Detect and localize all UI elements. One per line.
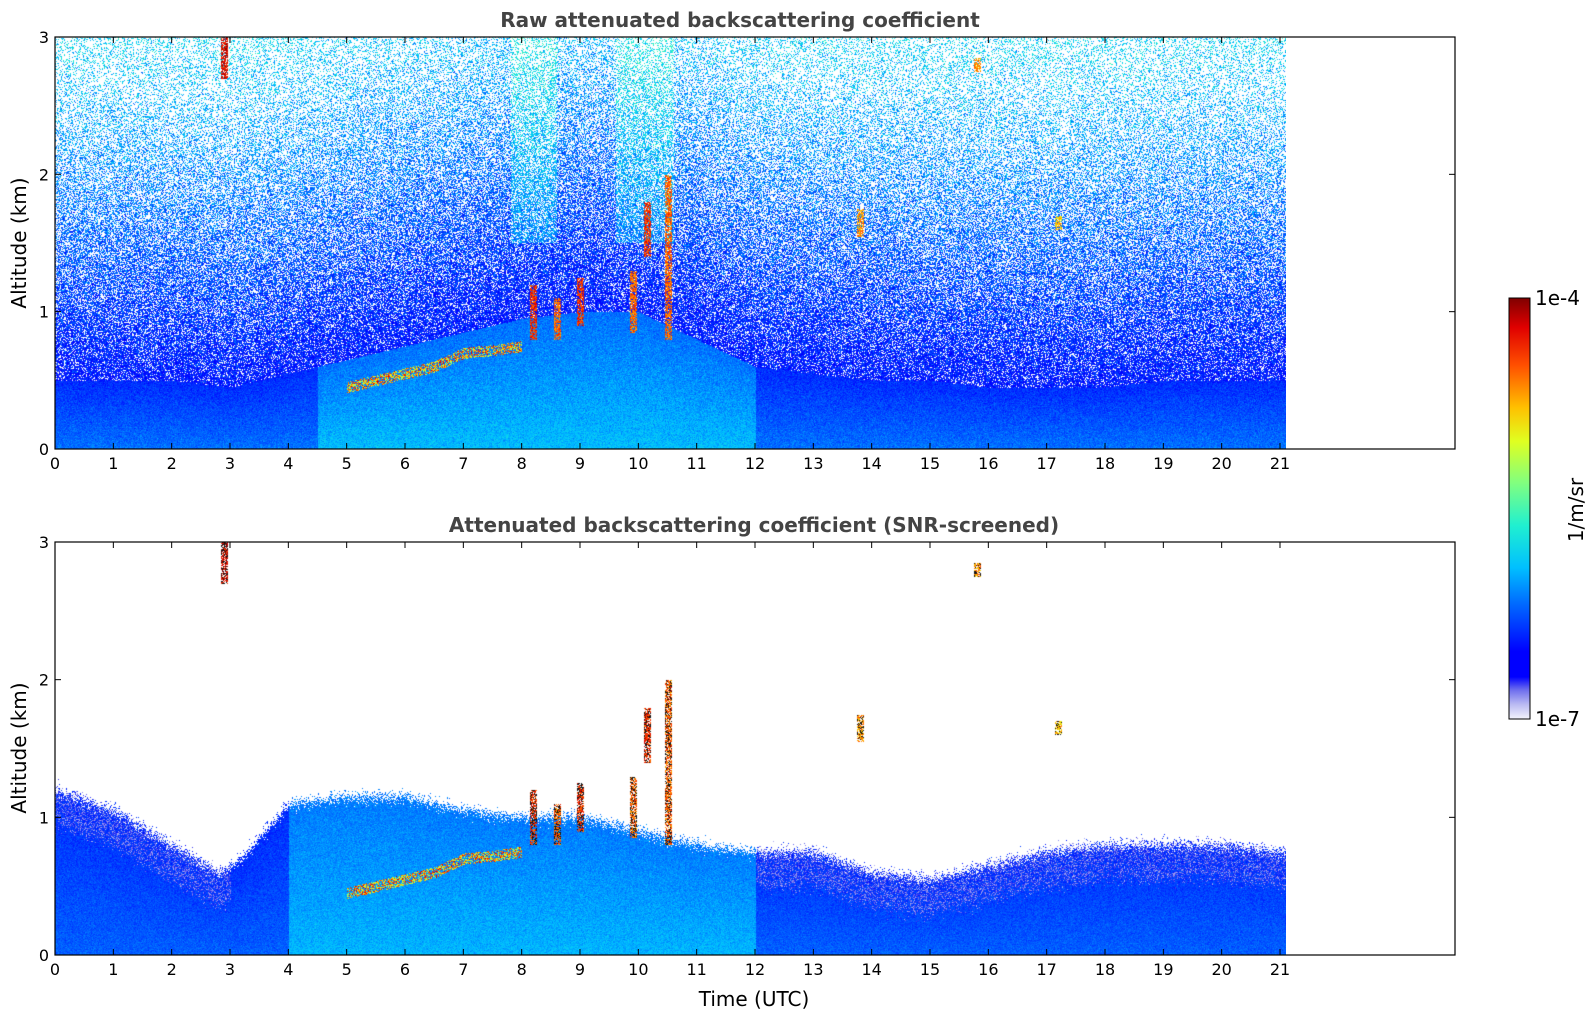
panel-raw-title: Raw attenuated backscattering coefficien… <box>500 8 980 32</box>
x-tick-label: 13 <box>803 960 823 979</box>
x-tick-label: 2 <box>167 454 177 473</box>
x-tick-label: 3 <box>225 454 235 473</box>
raw-heatmap <box>55 37 1286 449</box>
y-tick-label: 2 <box>39 671 49 690</box>
x-tick-label: 14 <box>861 960 881 979</box>
x-tick-label: 5 <box>342 454 352 473</box>
colorbar-gradient <box>1508 297 1531 720</box>
panel-raw-ylabel: Altitude (km) <box>7 177 31 308</box>
x-tick-label: 0 <box>50 454 60 473</box>
y-tick-label: 3 <box>39 28 49 47</box>
x-tick-label: 21 <box>1270 960 1290 979</box>
x-tick-label: 9 <box>575 454 585 473</box>
colorbar-min-label: 1e-7 <box>1535 707 1580 731</box>
x-tick-label: 16 <box>978 960 998 979</box>
panel-raw: Raw attenuated backscattering coefficien… <box>7 8 1456 473</box>
x-tick-label: 21 <box>1270 454 1290 473</box>
x-tick-label: 6 <box>400 960 410 979</box>
y-tick-label: 0 <box>39 946 49 965</box>
y-tick-label: 2 <box>39 165 49 184</box>
x-tick-label: 17 <box>1036 454 1056 473</box>
x-tick-label: 9 <box>575 960 585 979</box>
x-tick-label: 3 <box>225 960 235 979</box>
x-tick-label: 12 <box>745 454 765 473</box>
x-tick-label: 4 <box>283 960 293 979</box>
screened-heatmap <box>55 542 1286 955</box>
x-tick-label: 5 <box>342 960 352 979</box>
x-axis-label: Time (UTC) <box>698 987 810 1011</box>
x-tick-label: 2 <box>167 960 177 979</box>
colorbar-max-label: 1e-4 <box>1535 286 1580 310</box>
x-tick-label: 8 <box>517 454 527 473</box>
panel-screened-xticks: 0 1 2 3 4 5 6 7 8 9 10 11 12 13 14 15 16 17 18 19 20 21 <box>50 542 1290 979</box>
y-tick-label: 1 <box>39 808 49 827</box>
y-tick-label: 1 <box>39 303 49 322</box>
x-tick-label: 15 <box>920 960 940 979</box>
x-tick-label: 19 <box>1153 960 1173 979</box>
y-tick-label: 0 <box>39 440 49 459</box>
x-tick-label: 4 <box>283 454 293 473</box>
x-tick-label: 6 <box>400 454 410 473</box>
x-tick-label: 11 <box>686 454 706 473</box>
panel-screened-ylabel: Altitude (km) <box>7 682 31 813</box>
x-tick-label: 20 <box>1211 960 1231 979</box>
x-tick-label: 7 <box>458 454 468 473</box>
panel-screened: Attenuated backscattering coefficient (S… <box>7 513 1456 1011</box>
x-tick-label: 20 <box>1211 454 1231 473</box>
x-tick-label: 10 <box>628 454 648 473</box>
x-tick-label: 8 <box>517 960 527 979</box>
x-tick-label: 11 <box>686 960 706 979</box>
x-tick-label: 16 <box>978 454 998 473</box>
x-tick-label: 0 <box>50 960 60 979</box>
x-tick-label: 1 <box>108 960 118 979</box>
panel-screened-title: Attenuated backscattering coefficient (S… <box>449 513 1059 537</box>
x-tick-label: 19 <box>1153 454 1173 473</box>
x-tick-label: 1 <box>108 454 118 473</box>
panel-screened-yticks: 0 1 2 3 <box>39 533 1455 965</box>
x-tick-label: 13 <box>803 454 823 473</box>
x-tick-label: 18 <box>1095 454 1115 473</box>
colorbar-units-label: 1/m/sr <box>1564 477 1588 542</box>
x-tick-label: 18 <box>1095 960 1115 979</box>
x-tick-label: 15 <box>920 454 940 473</box>
x-tick-label: 14 <box>861 454 881 473</box>
x-tick-label: 7 <box>458 960 468 979</box>
x-tick-label: 12 <box>745 960 765 979</box>
y-tick-label: 3 <box>39 533 49 552</box>
x-tick-label: 10 <box>628 960 648 979</box>
panel-raw-xticks: 0 1 2 3 4 5 6 7 8 9 10 11 12 13 14 15 16 17 18 19 20 21 <box>50 37 1290 473</box>
colorbar: 1e-4 1e-7 1/m/sr <box>1508 286 1588 731</box>
x-tick-label: 17 <box>1036 960 1056 979</box>
panel-raw-yticks: 0 1 2 3 <box>39 28 1455 459</box>
